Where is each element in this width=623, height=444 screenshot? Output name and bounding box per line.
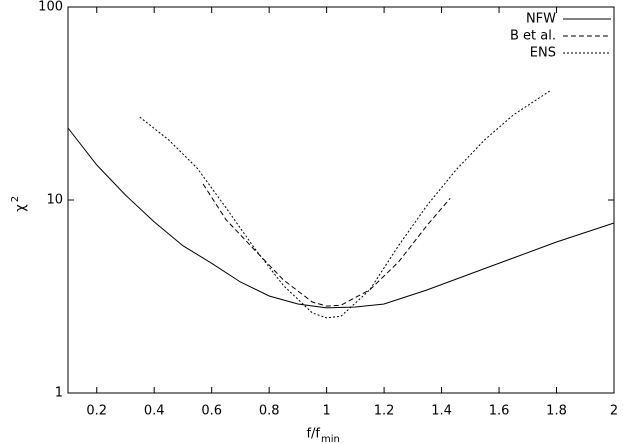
x-tick-label: 1.2	[374, 404, 395, 419]
x-tick-label: 1	[322, 404, 330, 419]
series-line	[202, 183, 451, 307]
x-tick-label: 1.8	[546, 404, 567, 419]
x-tick-label: 2	[610, 404, 618, 419]
x-axis-label: f/f	[306, 427, 320, 442]
y-tick-label: 10	[46, 193, 63, 208]
legend-label: B et al.	[510, 29, 556, 44]
x-tick-label: 0.2	[86, 404, 107, 419]
legend-label: NFW	[526, 12, 556, 27]
x-axis-label-subscript: min	[321, 434, 340, 444]
x-tick-label: 1.6	[489, 404, 510, 419]
x-tick-label: 0.6	[201, 404, 222, 419]
x-tick-label: 1.4	[431, 404, 452, 419]
y-tick-label: 100	[38, 0, 63, 15]
plot-frame	[67, 6, 615, 394]
legend-label: ENS	[530, 46, 556, 61]
series-line	[67, 127, 615, 309]
y-axis-label: χ	[14, 204, 29, 212]
x-tick-label: 0.4	[144, 404, 165, 419]
x-tick-label: 0.8	[259, 404, 280, 419]
series-line	[139, 89, 552, 319]
y-tick-label: 1	[55, 386, 63, 401]
y-axis-label-superscript: 2	[10, 196, 21, 202]
